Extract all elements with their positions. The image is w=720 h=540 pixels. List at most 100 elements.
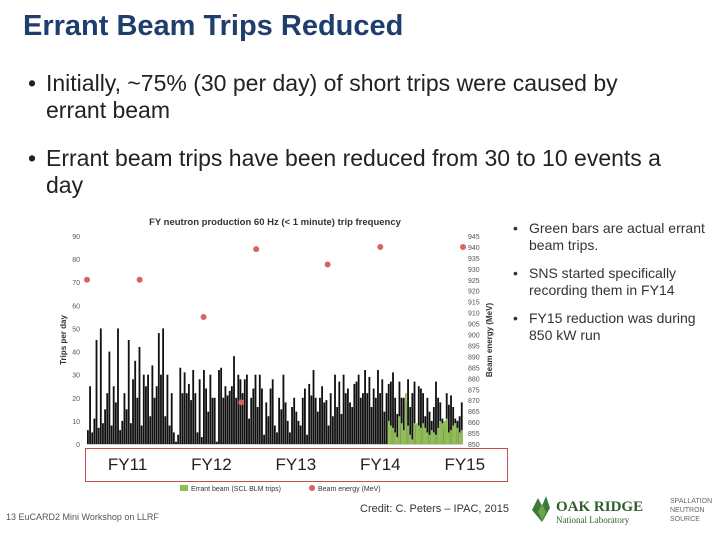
trip-bar [151,365,154,444]
bullet-dot-icon: • [513,310,518,326]
trip-bar [447,404,450,444]
trip-bar [241,393,244,444]
trip-bar [102,423,104,444]
y2-tick-label: 910 [468,311,480,318]
trip-bar [222,397,225,444]
y-tick-label: 90 [72,234,80,241]
trip-bar [349,402,351,444]
trip-bar [136,397,139,444]
trip-bar [228,390,231,444]
errant-beam-bar [445,418,448,444]
trip-bar [256,407,259,444]
trip-bar [398,381,401,444]
trip-bar [207,411,210,444]
errant-beam-bar [392,427,394,444]
y-axis-label: Trips per day [60,315,68,365]
y-tick-label: 10 [72,419,80,426]
trip-bar [437,397,440,444]
bullet-list: • Initially, ~75% (30 per day) of short … [28,70,668,220]
y2-tick-label: 945 [468,234,480,241]
trip-bar [138,346,141,444]
trip-bar [172,432,175,444]
y-tick-label: 30 [72,373,80,380]
y2-tick-label: 860 [468,420,480,427]
trip-bar [252,388,255,444]
trip-bar [233,356,235,444]
trip-bar [112,386,115,444]
trip-bar [327,425,330,444]
errant-beam-bar [456,427,459,444]
trip-bar [147,374,149,444]
trip-bar [91,432,94,444]
errant-beam-bar [417,425,420,444]
trip-bar [301,397,304,444]
trip-bar [342,374,345,444]
trip-bar [166,374,169,444]
trip-bar [278,397,281,444]
trip-bar [168,425,171,444]
trip-bar [308,383,311,444]
fy-label: FY12 [191,455,232,474]
trip-bar [153,397,156,444]
errant-beam-bar [443,420,446,444]
trip-bar [351,407,354,444]
trip-bar [420,388,422,444]
trip-bar [314,397,317,444]
trip-bar [99,328,102,444]
trip-bar [392,372,394,444]
y2-tick-label: 930 [468,267,480,274]
y-tick-label: 0 [76,442,80,449]
logo-text: OAK RIDGE [556,499,643,515]
event-name: EuCARD2 Mini Workshop on LLRF [18,512,159,522]
trip-bar [250,397,253,444]
errant-beam-bar [435,434,437,444]
errant-beam-bar [458,432,461,444]
trip-bar [389,381,392,444]
trip-bar [338,381,341,444]
trip-bar [155,386,158,444]
trip-bar [121,420,124,444]
trip-bar [402,397,405,444]
oak-ridge-logo: OAK RIDGE National Laboratory SPALLATION… [532,496,712,525]
trip-bar [344,393,347,444]
trip-bar [458,416,461,444]
trip-bar [417,386,420,444]
trip-bar [170,393,173,444]
trip-bar [157,333,160,444]
y-tick-label: 40 [72,350,80,357]
trip-bar [215,441,218,444]
trip-bar [181,393,184,444]
y-tick-label: 70 [72,280,80,287]
y2-tick-label: 875 [468,387,480,394]
legend-label: Beam energy (MeV) [318,486,381,493]
bullet-item: • Initially, ~75% (30 per day) of short … [28,70,668,124]
trip-bar [334,374,336,444]
fy-label: FY13 [275,455,317,474]
bullet-dot-icon: • [513,220,518,236]
trip-bar [203,370,205,444]
trip-bar [110,425,113,444]
trip-bar [134,360,137,444]
image-credit: Credit: C. Peters – IPAC, 2015 [360,503,509,515]
trip-bar [450,395,452,444]
sns-text: SOURCE [670,516,700,523]
trip-bar [192,370,195,444]
trip-bar [106,393,109,444]
trip-bar [364,370,366,444]
trip-bar [426,397,429,444]
trip-bar [87,430,89,444]
y2-tick-label: 940 [468,245,480,252]
page-number: 13 [6,512,17,522]
trip-bar [243,379,246,444]
y2-tick-label: 935 [468,256,480,263]
trip-bar [394,397,397,444]
y-tick-label: 50 [72,326,80,333]
y2-tick-label: 885 [468,365,480,372]
trip-bar [125,409,128,444]
trip-bar [445,393,448,444]
errant-beam-bar [398,416,401,444]
side-note: • SNS started specifically recording the… [513,265,713,299]
trip-bar [97,427,100,444]
trip-bar [245,374,248,444]
errant-beam-bar [426,432,429,444]
